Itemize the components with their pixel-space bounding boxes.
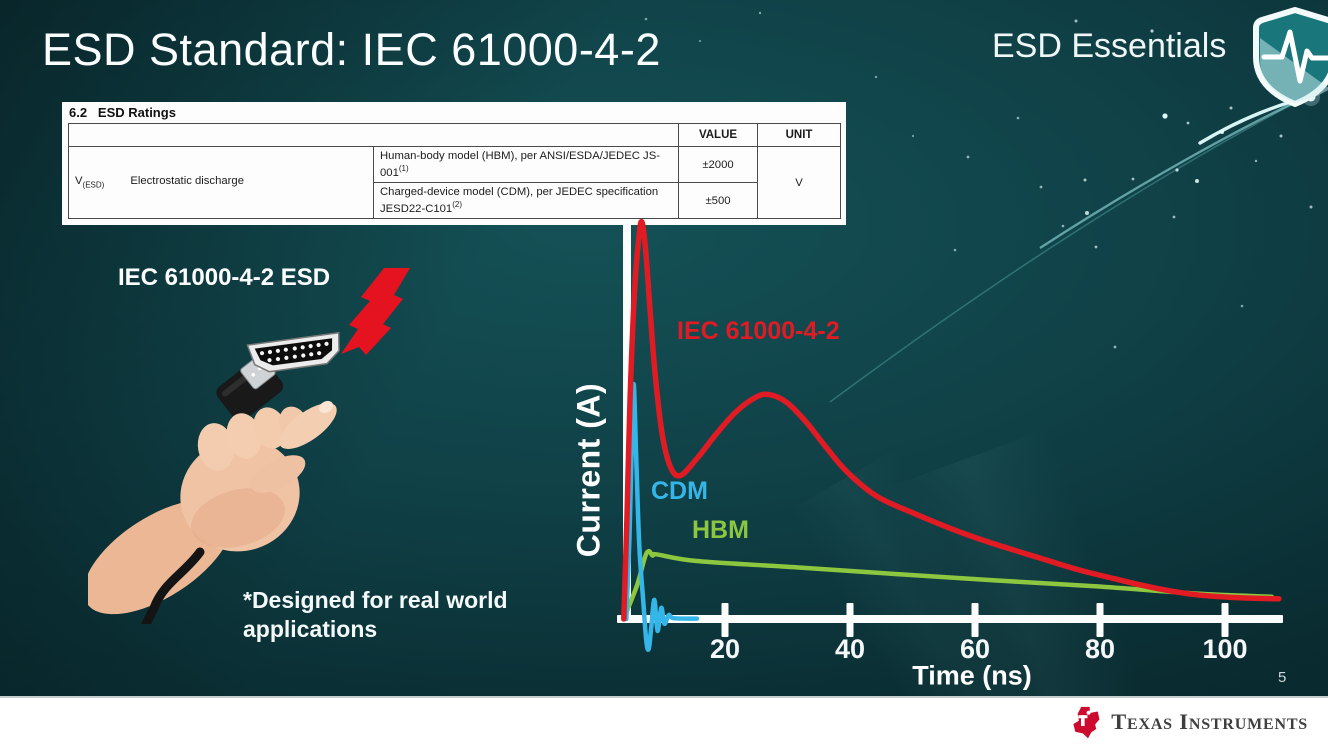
unit-cell: V [757,145,841,220]
parameter-name: Electrostatic discharge [130,175,244,188]
comet-streak [829,88,1320,403]
ratings-table-panel: 6.2 ESD Ratings VALUE UNIT V(ESD) Electro… [62,102,846,226]
hand-holding-hdmi-connector-illustration [88,268,410,624]
page-title: ESD Standard: IEC 61000-4-2 [42,24,661,75]
curve-cdm [624,382,700,652]
parameter-cell: V(ESD) Electrostatic discharge [68,145,374,220]
table-row: V(ESD) Electrostatic discharge Human-body… [68,145,841,220]
table-row: Charged-device model (CDM), per JEDEC sp… [69,182,841,220]
lightning-bolt-icon [341,268,410,355]
light-beam [409,229,1328,746]
program-name: ESD Essentials [992,27,1227,65]
x-axis-tick [721,603,729,637]
series-label-iec-61000-4-2: IEC 61000-4-2 [677,317,840,345]
cable-plug [216,357,284,422]
x-tick-label: 80 [1084,634,1116,664]
cable [141,547,205,624]
x-tick-label: 20 [709,634,741,664]
x-axis [617,615,1283,623]
table-caption: 6.2 ESD Ratings [69,105,176,120]
brand: Texas Instruments [1068,705,1308,739]
series-label-cdm: CDM [651,477,708,505]
x-axis-tick [1096,603,1104,637]
illustration-label: IEC 61000-4-2 ESD [118,264,331,291]
page-number: 5 [1278,669,1287,686]
chart-curves [621,218,1282,652]
curve-hbm [621,548,1275,622]
footer-bar: Texas Instruments [0,696,1328,746]
value-cell: ±2000 [678,145,758,184]
brand-name: Texas Instruments [1111,709,1308,734]
value-cell: ±500 [678,182,758,220]
header-value: VALUE [678,123,758,147]
ratings-table: VALUE UNIT V(ESD) Electrostatic discharge… [68,123,841,220]
table-header-row: VALUE UNIT [68,123,841,147]
x-axis-label: Time (ns) [912,660,1032,691]
texas-instruments-logo-icon [1073,706,1100,739]
hdmi-connector-icon [246,331,340,373]
x-axis-tick [971,603,979,637]
x-tick-label: 40 [834,634,866,664]
chart-axes [617,222,1283,623]
esd-shield-icon [1253,7,1328,107]
header-unit: UNIT [757,123,841,147]
y-axis [623,222,631,623]
x-tick-label: 60 [959,634,991,664]
parameter-symbol: V(ESD) [75,175,105,190]
x-tick-label: 100 [1202,634,1248,664]
x-axis-ticks [721,603,1229,637]
series-label-hbm: HBM [692,516,749,544]
condition-cell: Human-body model (HBM), per ANSI/ESDA/JE… [373,145,679,184]
y-axis-label: Current (A) [570,382,607,558]
footnote: *Designed for real world applications [243,587,508,643]
curve-iec-61000-4-2 [621,218,1282,622]
header-empty-cell [68,123,679,147]
condition-cell: Charged-device model (CDM), per JEDEC sp… [373,182,679,220]
x-axis-tick [846,603,854,637]
x-axis-tick [1221,603,1229,637]
plug-collar [240,354,276,390]
